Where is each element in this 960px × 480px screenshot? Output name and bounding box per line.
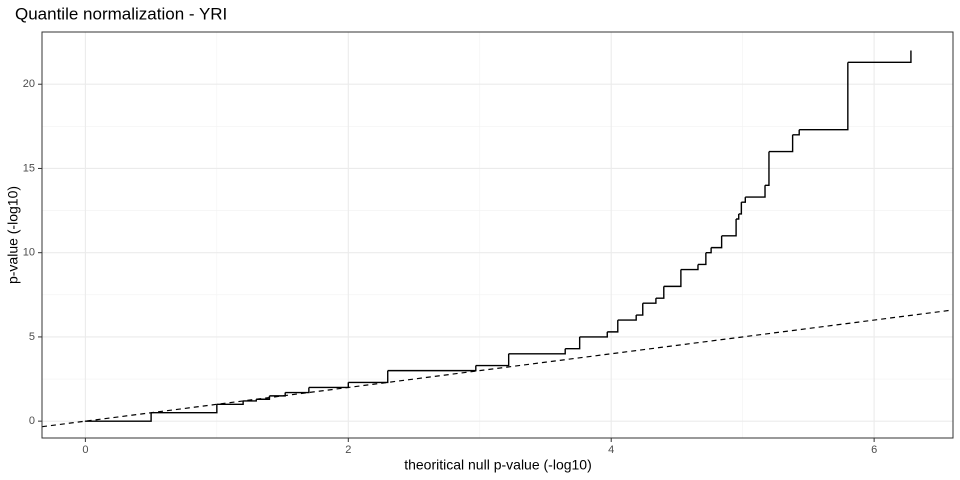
x-tick-label: 4 — [608, 444, 614, 456]
step-segment — [711, 235, 723, 249]
y-tick-label: 10 — [23, 247, 35, 259]
step-segment — [642, 298, 657, 304]
step-segment — [579, 331, 608, 338]
x-tick-label: 2 — [345, 444, 351, 456]
step-segment — [741, 197, 746, 203]
step-segment — [745, 185, 766, 198]
step-segment — [721, 218, 737, 237]
x-tick-label: 6 — [871, 444, 877, 456]
chart-title: Quantile normalization - YRI — [15, 4, 227, 23]
step-segment — [285, 387, 310, 394]
step-segment — [636, 303, 644, 316]
step-segment — [387, 365, 477, 372]
step-segment — [738, 202, 743, 215]
step-segment — [565, 336, 581, 350]
step-segment — [85, 412, 152, 422]
step-segment — [508, 348, 566, 355]
step-segment — [799, 62, 849, 131]
y-tick-label: 0 — [29, 415, 35, 427]
x-axis-title: theoritical null p-value (-log10) — [404, 457, 592, 473]
step-segment — [765, 151, 770, 187]
step-segment — [475, 353, 510, 367]
step-segment — [655, 286, 665, 299]
step-segment — [308, 382, 349, 389]
y-tick-label: 15 — [23, 162, 35, 174]
x-tick-label: 0 — [82, 444, 88, 456]
step-segment — [617, 315, 637, 321]
step-segment — [792, 129, 800, 136]
step-segment — [680, 264, 699, 271]
step-segment — [216, 400, 244, 406]
step-segment — [607, 320, 619, 333]
step-segment — [768, 134, 794, 153]
step-segment — [663, 269, 682, 288]
step-segment — [697, 252, 707, 266]
step-segment — [705, 247, 712, 254]
step-segment — [256, 395, 271, 400]
step-segment — [269, 392, 286, 397]
y-axis-title: p-value (-log10) — [5, 186, 21, 284]
step-segment — [736, 213, 740, 220]
step-segment — [151, 404, 218, 414]
panel-border — [41, 31, 954, 439]
reference-line — [41, 309, 954, 428]
step-segment — [847, 50, 912, 64]
step-segment — [348, 370, 389, 384]
y-tick-label: 20 — [23, 78, 35, 90]
y-tick-label: 5 — [29, 331, 35, 343]
